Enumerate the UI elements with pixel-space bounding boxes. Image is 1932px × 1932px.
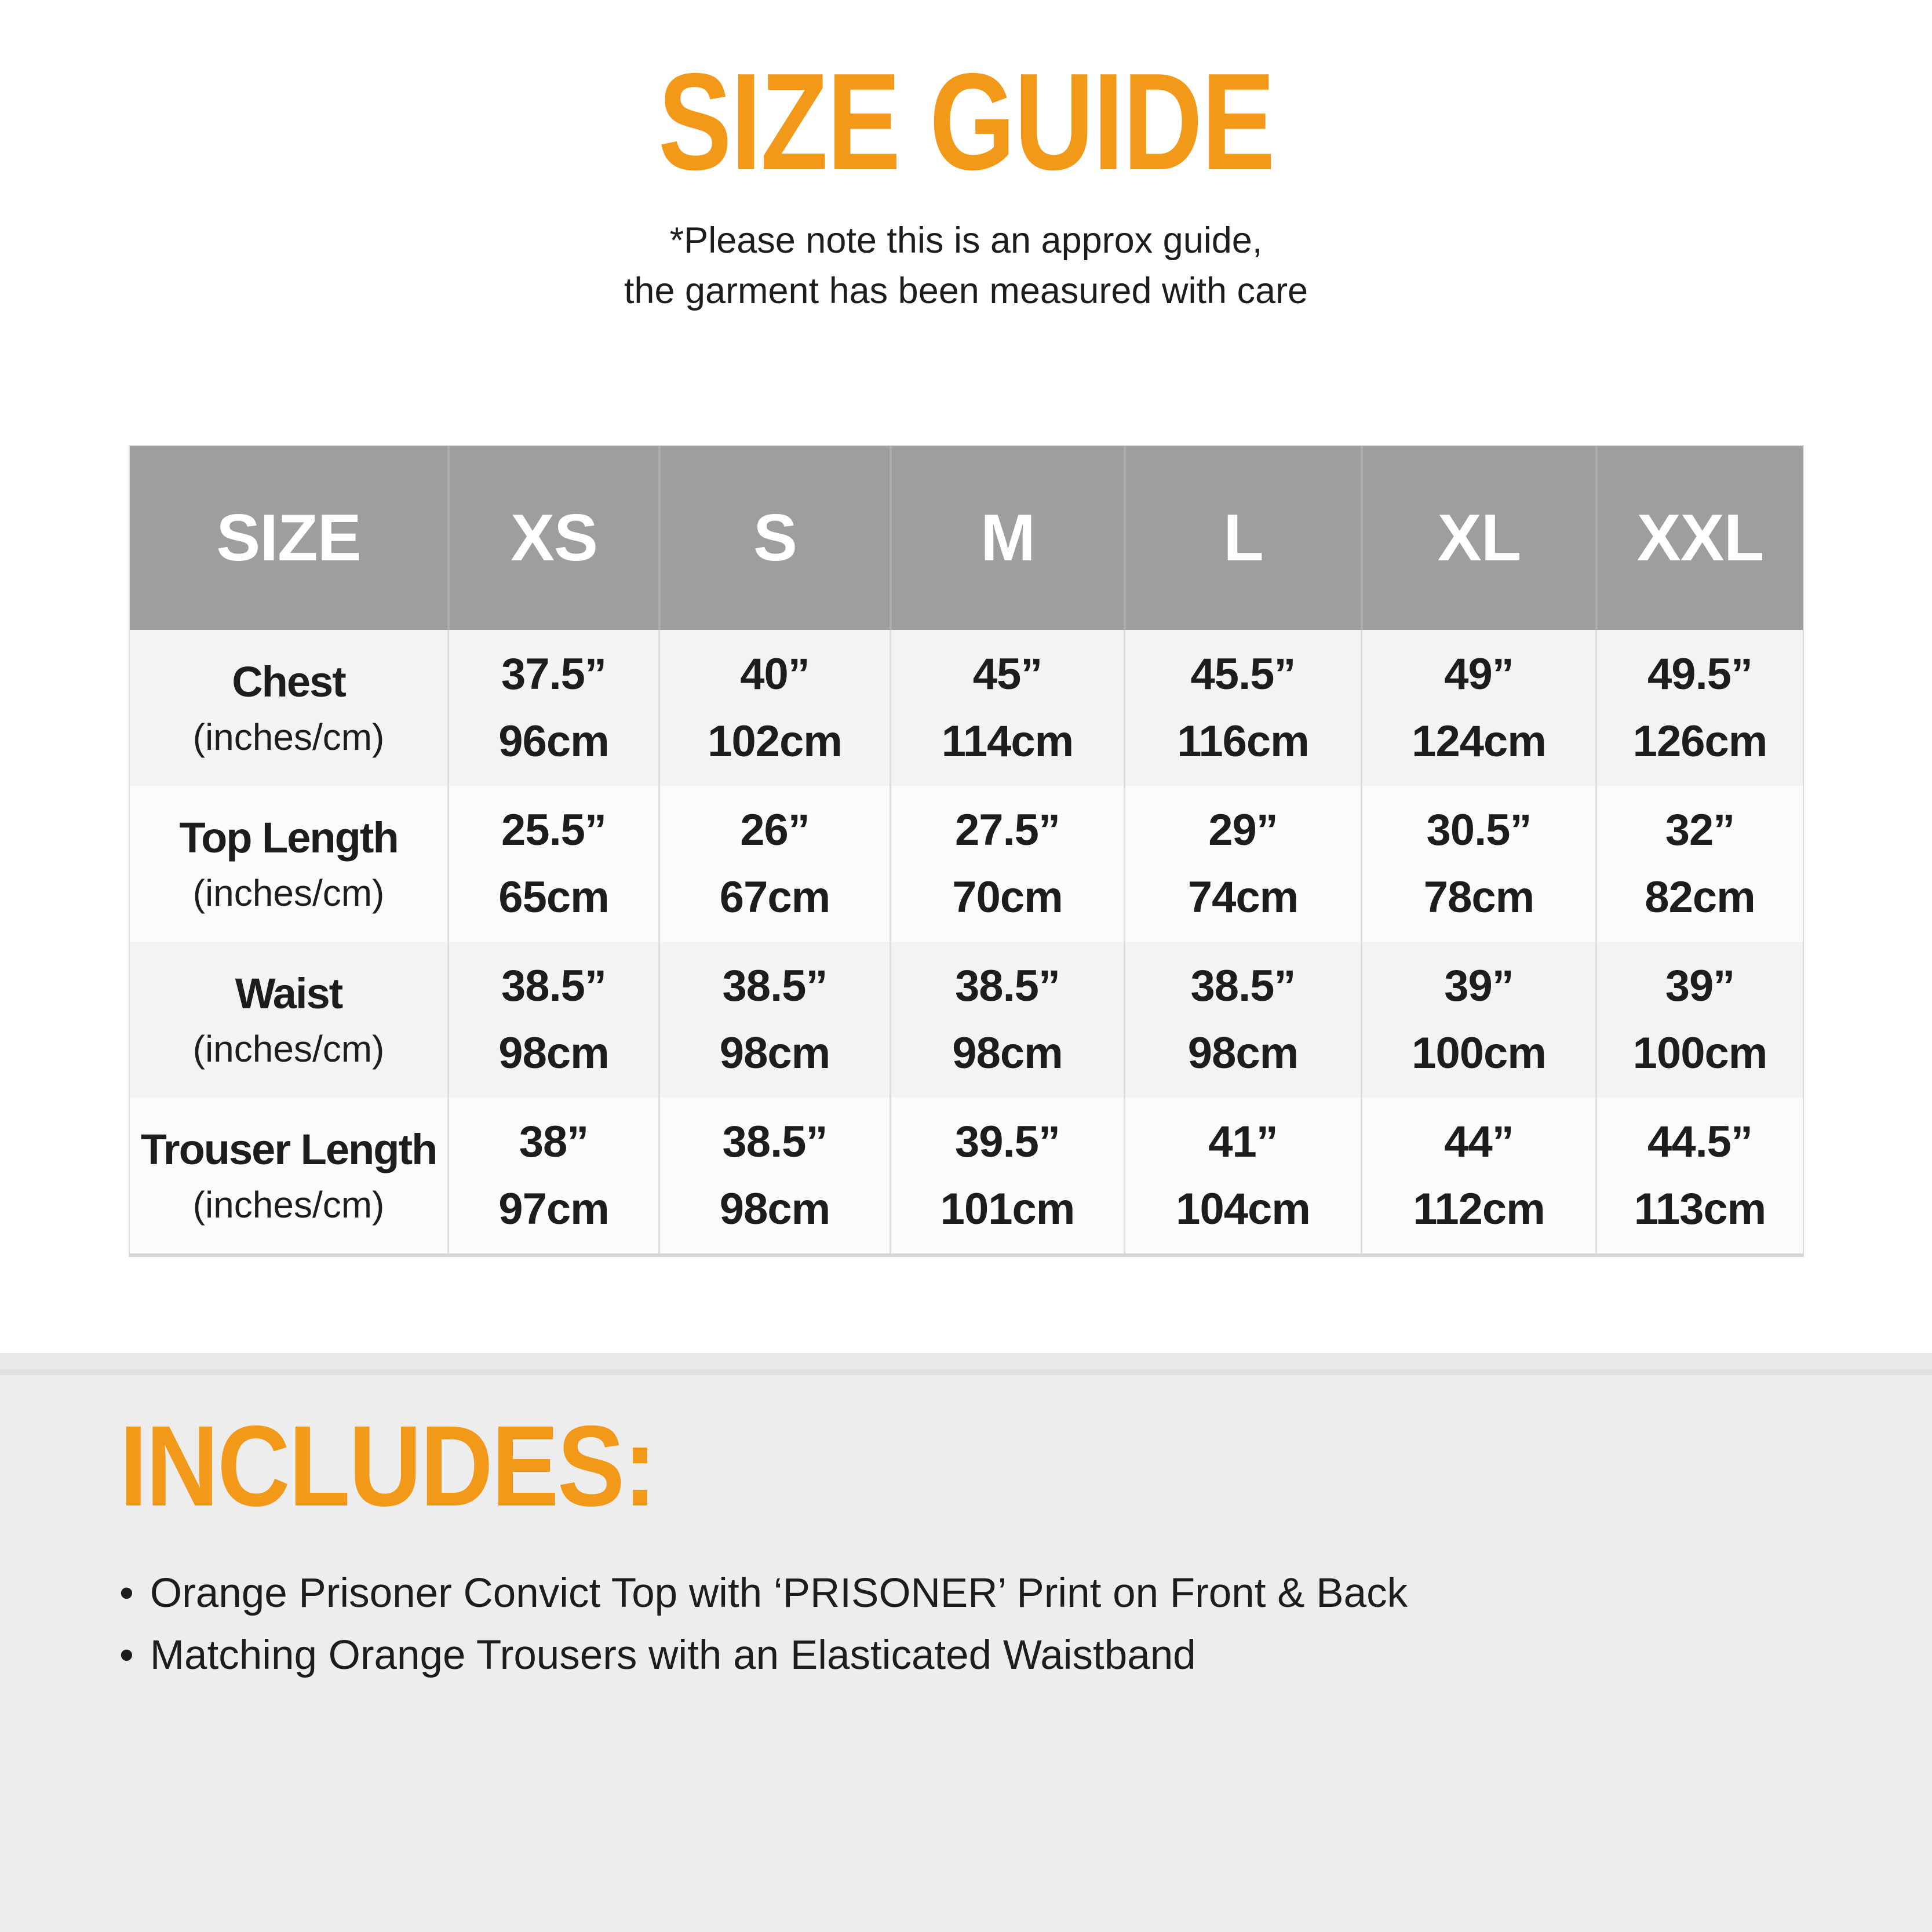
row-label-chest: Chest (inches/cm): [130, 630, 447, 786]
row-label-waist: Waist (inches/cm): [130, 942, 447, 1098]
table-cell-toplength-xs: 25.5” 65cm: [447, 786, 658, 942]
table-cell-waist-xl: 39” 100cm: [1361, 942, 1595, 1098]
table-cell-chest-s: 40” 102cm: [658, 630, 890, 786]
row-unit-text: (inches/cm): [192, 1184, 385, 1226]
table-cell-trouser-xl: 44” 112cm: [1361, 1098, 1595, 1253]
includes-heading: INCLUDES:: [119, 1403, 1932, 1529]
table-cell-chest-m: 45” 114cm: [890, 630, 1124, 786]
column-header-xl: XL: [1361, 446, 1595, 630]
table-cell-toplength-m: 27.5” 70cm: [890, 786, 1124, 942]
includes-list: • Orange Prisoner Convict Top with ‘PRIS…: [119, 1570, 1932, 1679]
table-cell-chest-l: 45.5” 116cm: [1124, 630, 1361, 786]
column-header-size: SIZE: [130, 446, 447, 630]
row-label-trouser-length: Trouser Length (inches/cm): [130, 1098, 447, 1253]
row-label-top-length: Top Length (inches/cm): [130, 786, 447, 942]
table-cell-trouser-xs: 38” 97cm: [447, 1098, 658, 1253]
bullet-icon: •: [119, 1570, 134, 1616]
table-cell-waist-xxl: 39” 100cm: [1595, 942, 1803, 1098]
note-line-2: the garment has been measured with care: [624, 270, 1308, 311]
table-cell-toplength-s: 26” 67cm: [658, 786, 890, 942]
column-header-xxl: XXL: [1595, 446, 1803, 630]
row-label-text: Top Length: [179, 814, 399, 862]
page-title-text: SIZE GUIDE: [658, 45, 1275, 199]
note-line-1: *Please note this is an approx guide,: [669, 220, 1263, 261]
row-unit-text: (inches/cm): [192, 872, 385, 914]
column-header-xs: XS: [447, 446, 658, 630]
table-cell-toplength-l: 29” 74cm: [1124, 786, 1361, 942]
table-cell-trouser-m: 39.5” 101cm: [890, 1098, 1124, 1253]
includes-item-top: • Orange Prisoner Convict Top with ‘PRIS…: [119, 1570, 1932, 1617]
table-cell-trouser-s: 38.5” 98cm: [658, 1098, 890, 1253]
table-cell-trouser-l: 41” 104cm: [1124, 1098, 1361, 1253]
section-divider-dark: [0, 1369, 1932, 1375]
table-cell-toplength-xl: 30.5” 78cm: [1361, 786, 1595, 942]
table-cell-chest-xs: 37.5” 96cm: [447, 630, 658, 786]
row-label-text: Chest: [232, 658, 347, 706]
table-cell-chest-xxl: 49.5” 126cm: [1595, 630, 1803, 786]
page-title: SIZE GUIDE: [0, 50, 1932, 195]
row-label-text: Waist: [235, 969, 344, 1018]
includes-item-text: Matching Orange Trousers with an Elastic…: [150, 1632, 1196, 1678]
row-unit-text: (inches/cm): [192, 716, 385, 758]
column-header-m: M: [890, 446, 1124, 630]
row-label-text: Trouser Length: [140, 1125, 438, 1173]
table-cell-waist-l: 38.5” 98cm: [1124, 942, 1361, 1098]
includes-item-text: Orange Prisoner Convict Top with ‘PRISON…: [150, 1570, 1408, 1616]
approx-note: *Please note this is an approx guide, th…: [0, 216, 1932, 316]
size-guide-table: SIZE XS S M L XL XXL Chest (inches/cm) 3…: [129, 445, 1804, 1257]
column-header-s: S: [658, 446, 890, 630]
includes-heading-text: INCLUDES:: [119, 1402, 657, 1530]
row-unit-text: (inches/cm): [192, 1028, 385, 1070]
table-cell-waist-s: 38.5” 98cm: [658, 942, 890, 1098]
includes-section: INCLUDES: • Orange Prisoner Convict Top …: [0, 1375, 1932, 1932]
table-cell-toplength-xxl: 32” 82cm: [1595, 786, 1803, 942]
column-header-l: L: [1124, 446, 1361, 630]
section-divider-light: [0, 1353, 1932, 1369]
includes-item-trousers: • Matching Orange Trousers with an Elast…: [119, 1632, 1932, 1679]
table-cell-chest-xl: 49” 124cm: [1361, 630, 1595, 786]
table-cell-trouser-xxl: 44.5” 113cm: [1595, 1098, 1803, 1253]
table-cell-waist-m: 38.5” 98cm: [890, 942, 1124, 1098]
bullet-icon: •: [119, 1632, 134, 1678]
table-cell-waist-xs: 38.5” 98cm: [447, 942, 658, 1098]
